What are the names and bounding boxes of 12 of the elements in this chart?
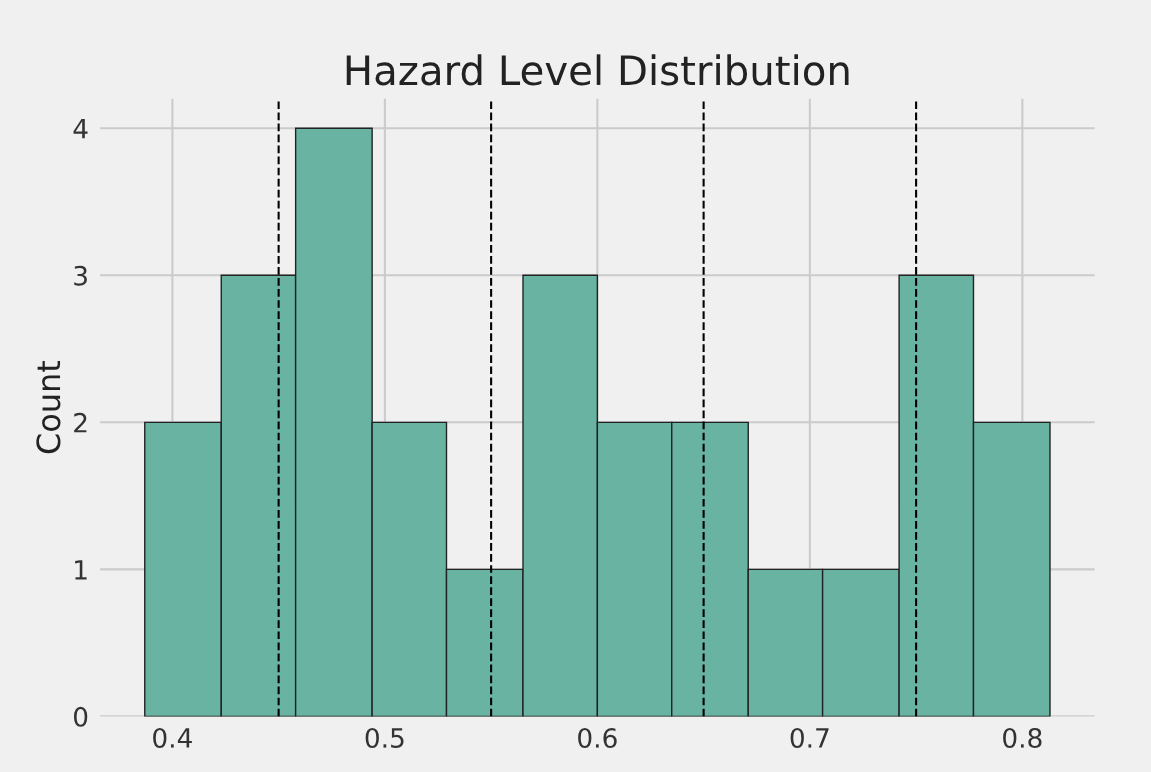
chart-title: Hazard Level Distribution [346, 54, 849, 86]
y-tick-label: 0 [73, 706, 88, 727]
x-tick-label: 0.6 [578, 727, 617, 748]
y-axis-title: Count [36, 360, 61, 454]
x-tick-label: 0.7 [790, 727, 829, 748]
x-tick-label: 0.4 [153, 727, 192, 748]
x-tick-label: 0.8 [1003, 727, 1042, 748]
y-tick-label: 3 [74, 265, 87, 286]
y-tick-label: 2 [74, 412, 87, 433]
y-tick-label: 4 [73, 119, 88, 139]
y-tick-label: 1 [75, 560, 87, 580]
x-tick-label: 0.5 [365, 727, 404, 748]
